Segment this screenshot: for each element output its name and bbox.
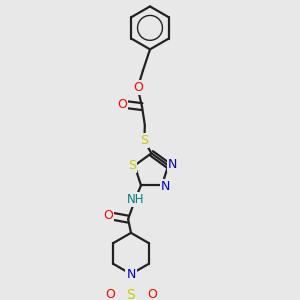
Text: O: O [105, 288, 115, 300]
Text: O: O [117, 98, 127, 111]
Text: N: N [161, 180, 171, 193]
Text: O: O [103, 209, 113, 222]
Text: O: O [147, 288, 157, 300]
Text: O: O [133, 82, 142, 94]
Text: N: N [126, 268, 136, 281]
Text: NH: NH [127, 193, 144, 206]
Text: S: S [128, 159, 136, 172]
Text: S: S [140, 134, 148, 147]
Text: S: S [127, 288, 135, 300]
Text: N: N [168, 158, 177, 171]
